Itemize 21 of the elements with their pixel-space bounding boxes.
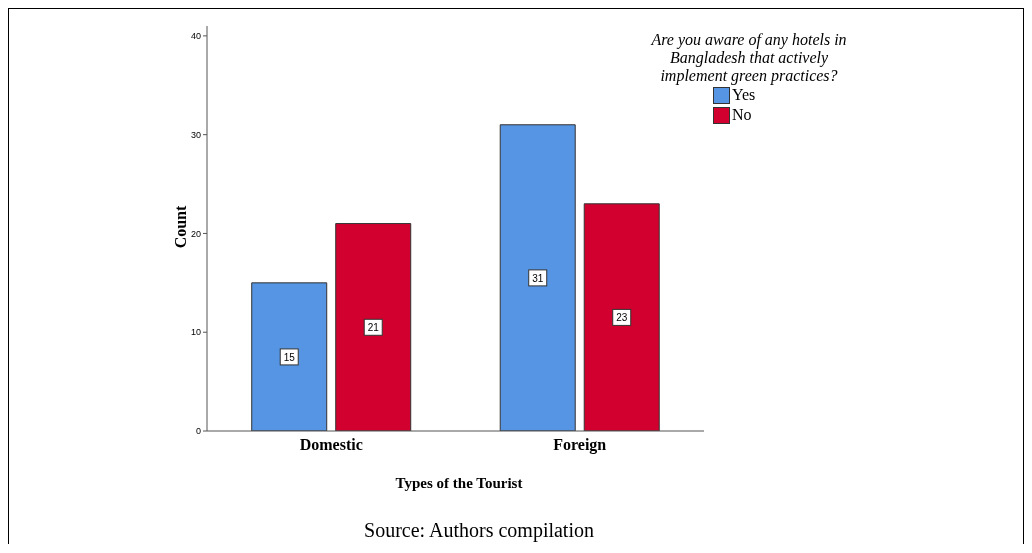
legend-label: No (732, 106, 752, 124)
bar (583, 203, 660, 431)
x-tick-label: Foreign (553, 436, 607, 455)
x-axis-title: Types of the Tourist (395, 475, 523, 492)
legend-title: Are you aware of any hotels in Bangladesh that actively implement green practices? (649, 31, 848, 85)
bar (251, 282, 328, 431)
y-tick-label: 20 (190, 228, 201, 239)
y-tick-label: 30 (190, 129, 201, 140)
bar (499, 124, 576, 431)
y-tick-label: 10 (190, 327, 201, 338)
data-label: 23 (616, 312, 628, 324)
x-tick-label: Domestic (299, 436, 363, 454)
bar (335, 223, 412, 431)
data-label: 31 (532, 272, 544, 284)
y-tick-label: 40 (190, 31, 201, 42)
data-label: 15 (283, 351, 296, 363)
legend-label: Yes (732, 86, 756, 104)
y-tick-label: 0 (195, 426, 201, 437)
source-note: Source: Authors compilation (364, 519, 594, 542)
data-label: 21 (367, 322, 380, 334)
y-axis-title: Count (172, 205, 190, 249)
